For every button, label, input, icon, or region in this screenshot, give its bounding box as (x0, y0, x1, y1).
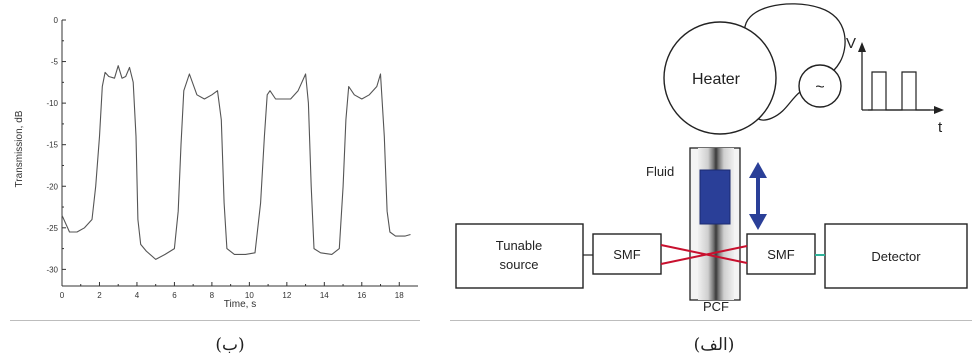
x-tick-label: 8 (210, 291, 215, 300)
chart-xlabel: Time, s (224, 299, 256, 310)
pulse-axis-t: t (938, 119, 943, 136)
heater-circle (663, 21, 777, 135)
caption-right: (الف) (694, 335, 735, 355)
x-tick-label: 14 (320, 291, 329, 300)
chart-axes (61, 20, 418, 287)
smf-left-label: SMF (613, 247, 641, 262)
x-tick-label: 16 (357, 291, 366, 300)
pulse-inset: V t (846, 35, 944, 136)
pulse-train (868, 71, 930, 111)
x-tick-label: 6 (172, 291, 177, 300)
transmission-chart: 0 2 4 6 8 10 12 14 16 18 0 -5 -10 -15 -20 -25 -30 Time, … (14, 16, 418, 310)
x-tick-label: 2 (97, 291, 102, 300)
tunable-source-line2: source (499, 257, 538, 272)
movement-arrow (749, 162, 767, 230)
heater-label: Heater (692, 71, 741, 88)
ac-source-symbol: ~ (815, 79, 824, 96)
smf-left-box (592, 233, 662, 275)
tunable-source-box (455, 223, 584, 289)
x-tick-label: 10 (245, 291, 254, 300)
series-line-0 (61, 65, 411, 260)
caption-left: (ب) (215, 335, 244, 355)
setup-diagram: Heater ~ V t Fluid PCF Tunable source (455, 3, 968, 314)
y-tick-label: -20 (46, 182, 58, 191)
smf-right-box (746, 233, 816, 275)
chart-ticks: 0 2 4 6 8 10 12 14 16 18 0 -5 -10 -15 -20 -25 -30 (46, 16, 404, 300)
fiber-red-2 (660, 245, 748, 265)
x-tick-label: 0 (60, 291, 65, 300)
y-tick-label: -30 (46, 265, 58, 274)
y-tick-label: -25 (46, 224, 58, 233)
detector-box (824, 223, 968, 289)
x-tick-label: 18 (395, 291, 404, 300)
smf-right-label: SMF (767, 247, 795, 262)
x-tick-label: 12 (282, 291, 291, 300)
chart-series (61, 65, 411, 260)
fluid-plug (699, 169, 731, 225)
y-tick-label: -15 (46, 141, 58, 150)
y-tick-label: -5 (51, 58, 59, 67)
detector-label: Detector (871, 249, 921, 264)
pulse-axis-v: V (846, 35, 856, 52)
y-tick-label: -10 (46, 99, 58, 108)
chart-ylabel: Transmission, dB (14, 110, 25, 187)
ac-source-circle (798, 64, 842, 108)
fluid-label: Fluid (646, 164, 674, 179)
x-tick-label: 4 (135, 291, 140, 300)
pcf-label: PCF (703, 299, 729, 314)
y-tick-label: 0 (54, 16, 59, 25)
tunable-source-line1: Tunable (496, 238, 543, 253)
